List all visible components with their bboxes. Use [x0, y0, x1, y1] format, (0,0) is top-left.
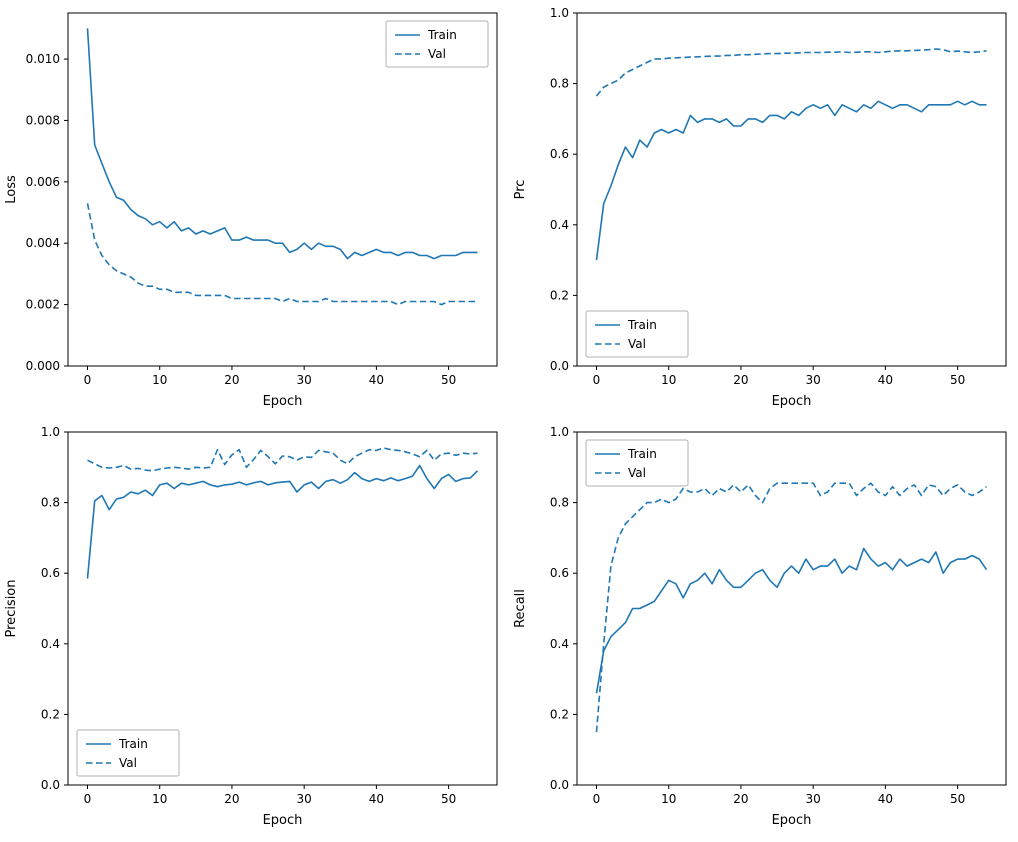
chart-loss: 0 10 20 30 40 50 0.000 0.002 0.004 0.006 0.008 0.01…: [0, 0, 509, 419]
svg-text:0.0: 0.0: [550, 359, 569, 373]
svg-text:0.004: 0.004: [26, 236, 60, 250]
svg-text:0.4: 0.4: [550, 218, 569, 232]
svg-text:0.6: 0.6: [41, 566, 60, 580]
svg-text:Epoch: Epoch: [263, 394, 303, 409]
svg-text:0.6: 0.6: [550, 566, 569, 580]
svg-text:0.2: 0.2: [41, 707, 60, 721]
svg-text:Train: Train: [627, 318, 657, 332]
svg-text:Val: Val: [628, 466, 646, 480]
svg-text:Prc: Prc: [513, 180, 528, 200]
chart-prc: 0 10 20 30 40 50 0.0 0.2 0.4 0.6 0.8 1.0 Epoch Prc Tra…: [509, 0, 1018, 419]
svg-text:0: 0: [593, 792, 601, 806]
svg-text:Val: Val: [119, 756, 137, 770]
svg-text:0.010: 0.010: [26, 52, 60, 66]
svg-text:50: 50: [950, 373, 965, 387]
chart-recall: 0 10 20 30 40 50 0.0 0.2 0.4 0.6 0.8 1.0 Epoch Recall…: [509, 419, 1018, 838]
svg-text:10: 10: [661, 373, 676, 387]
svg-text:0.0: 0.0: [41, 778, 60, 792]
svg-text:50: 50: [950, 792, 965, 806]
svg-text:0.6: 0.6: [550, 147, 569, 161]
svg-text:0.8: 0.8: [550, 496, 569, 510]
svg-text:Val: Val: [428, 47, 446, 61]
chart-precision: 0 10 20 30 40 50 0.0 0.2 0.4 0.6 0.8 1.0 Epoch Precis…: [0, 419, 509, 838]
svg-text:10: 10: [152, 792, 167, 806]
svg-text:Train: Train: [427, 28, 457, 42]
svg-text:0.2: 0.2: [550, 707, 569, 721]
svg-text:Epoch: Epoch: [772, 813, 812, 828]
chart-recall-plot: 0 10 20 30 40 50 0.0 0.2 0.4 0.6 0.8 1.0 Epoch Recall…: [513, 425, 1007, 828]
svg-text:30: 30: [806, 373, 821, 387]
svg-text:0.4: 0.4: [41, 637, 60, 651]
svg-text:0.002: 0.002: [26, 298, 60, 312]
svg-text:0.2: 0.2: [550, 288, 569, 302]
svg-text:20: 20: [733, 792, 748, 806]
svg-text:40: 40: [369, 792, 384, 806]
svg-text:Loss: Loss: [4, 175, 19, 204]
svg-text:0: 0: [84, 373, 92, 387]
svg-text:0.008: 0.008: [26, 113, 60, 127]
svg-text:Recall: Recall: [513, 589, 528, 628]
svg-text:Train: Train: [627, 447, 657, 461]
svg-text:30: 30: [806, 792, 821, 806]
svg-text:0.8: 0.8: [550, 77, 569, 91]
svg-text:10: 10: [661, 792, 676, 806]
svg-text:50: 50: [441, 792, 456, 806]
svg-text:50: 50: [441, 373, 456, 387]
svg-text:0: 0: [84, 792, 92, 806]
svg-text:20: 20: [733, 373, 748, 387]
svg-text:40: 40: [369, 373, 384, 387]
svg-text:0.4: 0.4: [550, 637, 569, 651]
svg-text:Epoch: Epoch: [772, 394, 812, 409]
svg-text:0.0: 0.0: [550, 778, 569, 792]
svg-text:30: 30: [297, 792, 312, 806]
svg-text:0.006: 0.006: [26, 175, 60, 189]
svg-text:Epoch: Epoch: [263, 813, 303, 828]
svg-text:40: 40: [878, 373, 893, 387]
svg-text:30: 30: [297, 373, 312, 387]
svg-text:1.0: 1.0: [550, 6, 569, 20]
svg-text:0.8: 0.8: [41, 496, 60, 510]
svg-text:40: 40: [878, 792, 893, 806]
svg-text:Val: Val: [628, 337, 646, 351]
svg-text:20: 20: [224, 792, 239, 806]
svg-text:Precision: Precision: [4, 579, 19, 637]
chart-precision-plot: 0 10 20 30 40 50 0.0 0.2 0.4 0.6 0.8 1.0 Epoch Precis…: [4, 425, 498, 828]
svg-text:1.0: 1.0: [41, 425, 60, 439]
svg-text:10: 10: [152, 373, 167, 387]
svg-text:20: 20: [224, 373, 239, 387]
chart-loss-plot: 0 10 20 30 40 50 0.000 0.002 0.004 0.006 0.008 0.01…: [4, 12, 498, 409]
svg-text:0.000: 0.000: [26, 359, 60, 373]
svg-text:Train: Train: [118, 737, 148, 751]
svg-text:0: 0: [593, 373, 601, 387]
chart-prc-plot: 0 10 20 30 40 50 0.0 0.2 0.4 0.6 0.8 1.0 Epoch Prc Tra…: [513, 6, 1007, 409]
svg-text:1.0: 1.0: [550, 425, 569, 439]
